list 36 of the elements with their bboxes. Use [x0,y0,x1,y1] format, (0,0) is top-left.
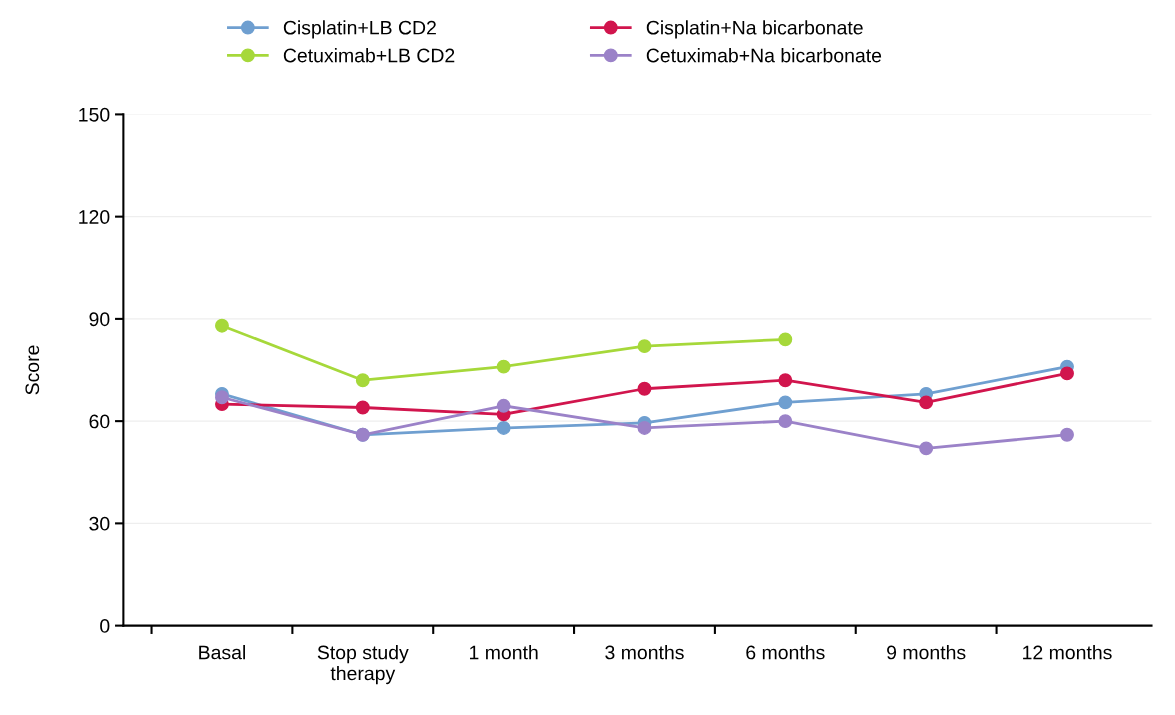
point [1060,366,1074,381]
y-tick-label: 30 [89,516,110,531]
point [778,332,793,347]
x-tick-label: 1 month [470,645,538,660]
x-tick-label: 6 months [746,645,825,660]
point [1060,427,1074,442]
point [919,441,934,456]
y-tick-label: 150 [79,107,110,122]
legend-label: Cetuximab+Na bicarbonate [646,48,882,63]
point [496,359,511,374]
point [215,318,229,333]
legend-label: Cisplatin+Na bicarbonate [646,20,863,39]
point [778,414,793,429]
point [496,398,511,413]
point [215,390,229,405]
x-tick-label: 12 months [1023,645,1112,660]
y-tick-label: 60 [89,414,110,429]
point [355,373,370,388]
point [637,339,652,354]
y-tick-label: 120 [79,210,110,224]
point [637,421,652,435]
legend-label: Cisplatin+LB CD2 [283,20,436,39]
point [778,395,793,410]
x-tick-label: 9 months [887,645,966,660]
y-tick-label: 0 [100,619,110,633]
point [637,381,652,396]
y-axis-title: Score [25,345,40,395]
x-tick-label: Stop study therapy [317,645,409,685]
point [355,400,370,415]
y-tick-label: 90 [89,312,110,327]
x-tick-label: Basal [199,645,245,660]
x-tick-label: 3 months [605,645,684,660]
legend-label: Cetuximab+LB CD2 [283,48,455,63]
point [919,395,934,410]
point [778,373,793,388]
point [496,421,511,435]
